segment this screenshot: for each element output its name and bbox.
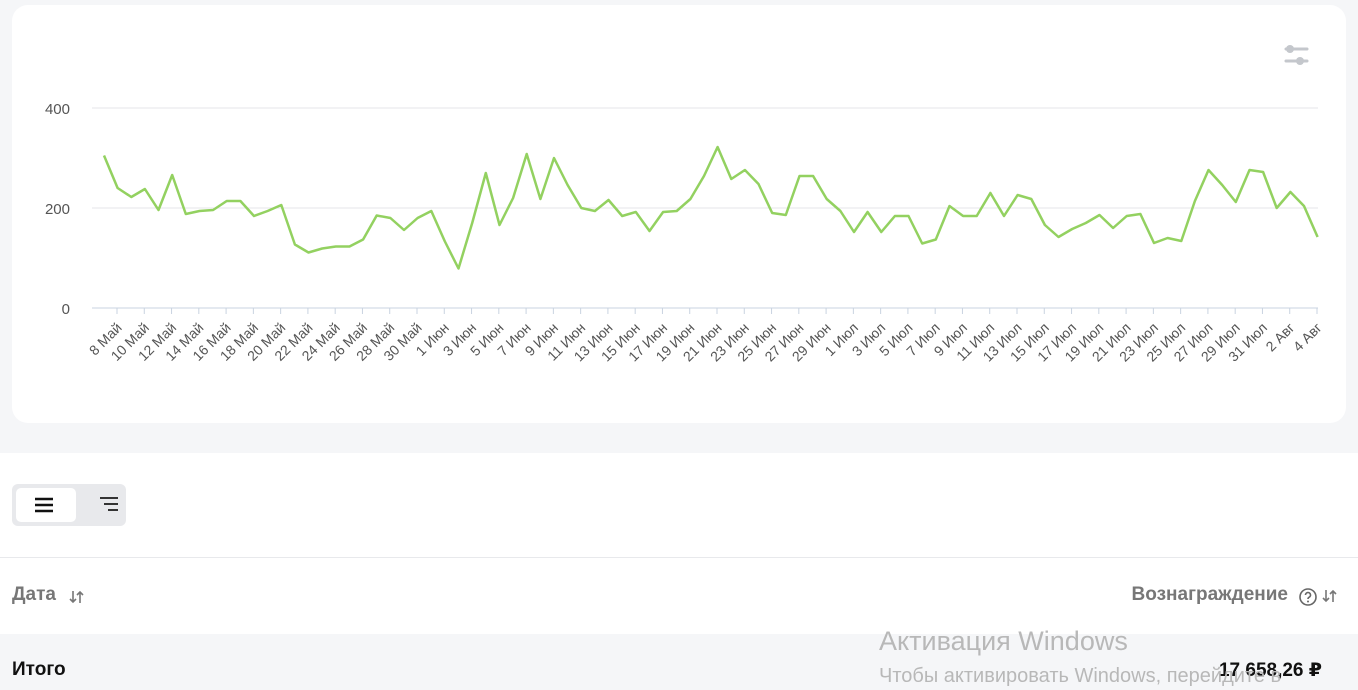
reward-header[interactable]: Вознаграждение <box>1131 584 1288 605</box>
watermark-text: Чтобы активировать Windows, перейдите в <box>879 665 1282 687</box>
separator <box>0 557 1358 558</box>
sort-icon[interactable] <box>68 588 86 606</box>
chart-section <box>0 0 1358 453</box>
data-line <box>102 145 1319 270</box>
watermark-title: Активация Windows <box>879 626 1128 656</box>
total-label: Итого <box>12 659 66 680</box>
y-tick-label: 400 <box>45 101 70 118</box>
date-header[interactable]: Дата <box>12 584 56 605</box>
list-view-button[interactable] <box>16 488 76 522</box>
x-tick-label: 4 Авг <box>1290 319 1325 354</box>
group-view-button[interactable] <box>76 488 126 522</box>
total-value: 17 658,26 ₽ <box>1218 660 1322 681</box>
list-icon <box>35 497 53 513</box>
total-row <box>0 634 1358 690</box>
help-sort-icons[interactable] <box>1298 587 1338 607</box>
y-tick-label: 0 <box>62 301 70 318</box>
chart-card <box>12 5 1346 423</box>
view-toggle <box>12 484 126 526</box>
x-tick-label: 2 Авг <box>1262 319 1297 354</box>
settings-icon[interactable] <box>1284 45 1309 65</box>
y-tick-label: 200 <box>45 201 70 218</box>
